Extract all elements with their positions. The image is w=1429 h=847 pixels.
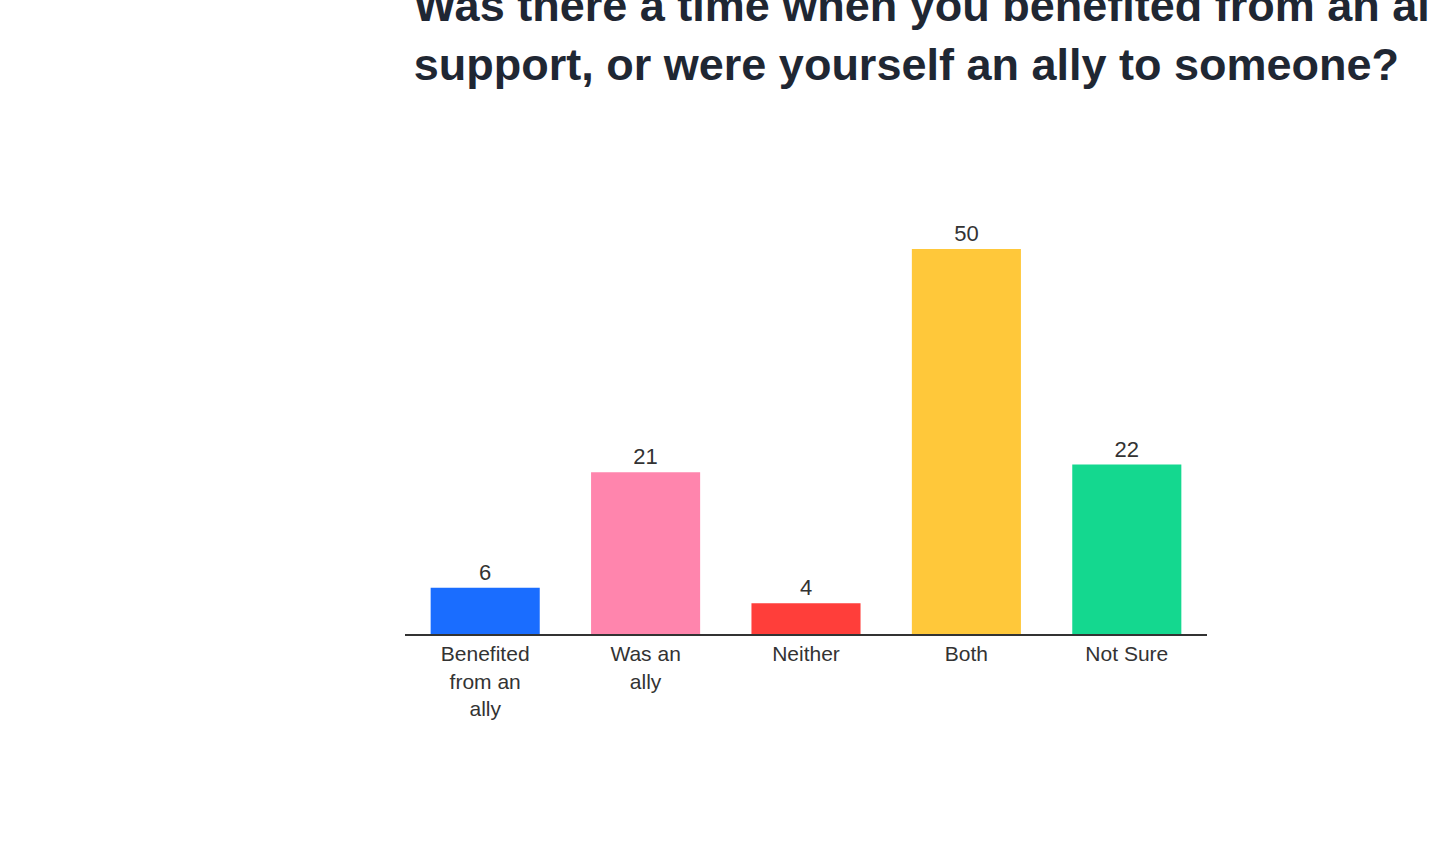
svg-text:21: 21 bbox=[633, 444, 657, 469]
svg-text:Benefitedfrom anally: Benefitedfrom anally bbox=[441, 642, 530, 720]
svg-text:Neither: Neither bbox=[772, 642, 840, 665]
svg-text:6: 6 bbox=[479, 560, 491, 585]
svg-text:Both: Both bbox=[945, 642, 988, 665]
svg-text:Was there a time when you bene: Was there a time when you benefited from… bbox=[414, 0, 1429, 90]
svg-text:Was anally: Was anally bbox=[610, 642, 680, 692]
svg-text:50: 50 bbox=[954, 221, 978, 246]
svg-text:Not Sure: Not Sure bbox=[1085, 642, 1168, 665]
svg-text:22: 22 bbox=[1115, 437, 1139, 462]
svg-text:4: 4 bbox=[800, 575, 812, 600]
